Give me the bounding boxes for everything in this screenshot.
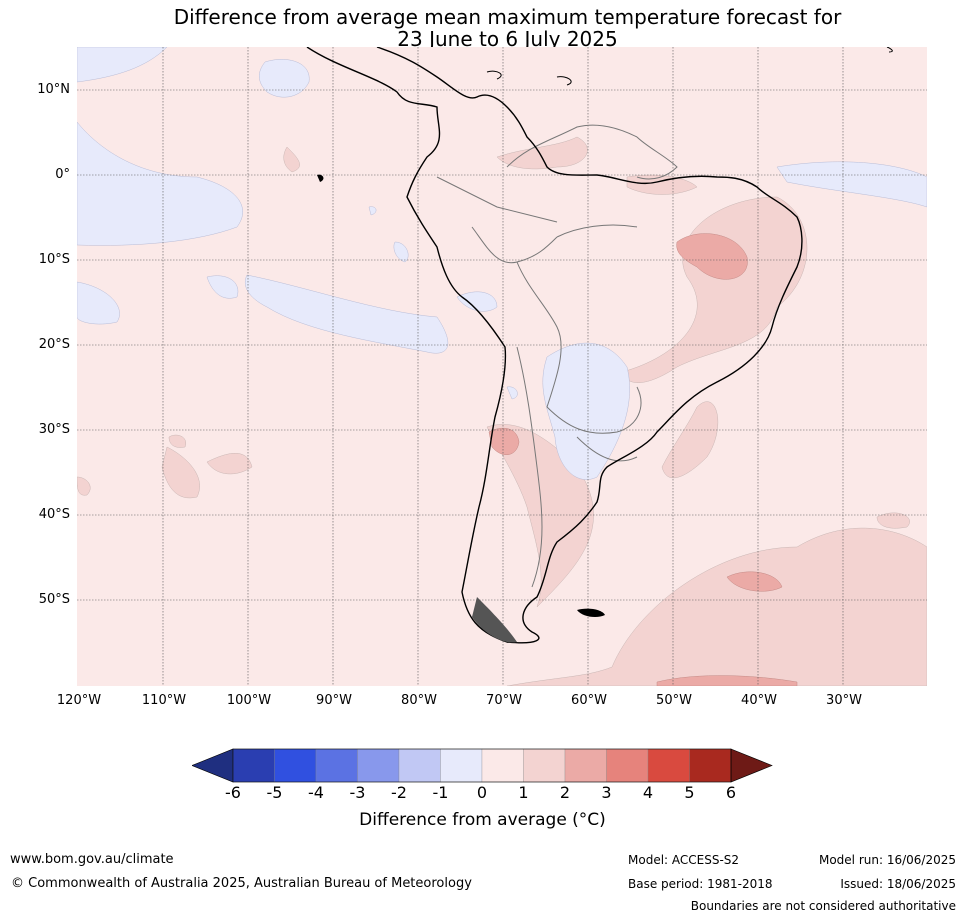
lat-label: 30°S	[38, 422, 70, 437]
colorbar-segment	[689, 748, 732, 783]
title-line-2: 23 June to 6 July 2025	[397, 27, 618, 51]
colorbar-segment	[315, 748, 358, 783]
lon-label: 70°W	[486, 693, 522, 708]
colorbar-segment	[481, 748, 524, 783]
country-borders	[436, 124, 678, 588]
model-run: Model run: 16/06/2025	[818, 853, 956, 867]
colorbar-extend-low	[192, 748, 234, 783]
colorbar-segment	[606, 748, 649, 783]
lon-label: 100°W	[226, 693, 272, 708]
colorbar-tick-label: -3	[349, 783, 366, 802]
title-line-1: Difference from average mean maximum tem…	[173, 5, 842, 29]
colorbar-segment	[232, 748, 275, 783]
colorbar-tick-label: -1	[432, 783, 449, 802]
colorbar-tick-label: -6	[225, 783, 241, 802]
issued-date: Issued: 18/06/2025	[840, 877, 956, 891]
colorbar-tick-label: 3	[601, 783, 612, 802]
map-graticule	[77, 47, 927, 686]
lon-label: 110°W	[141, 693, 187, 708]
colorbar-tick-label: 4	[642, 783, 654, 802]
website-url[interactable]: www.bom.gov.au/climate	[10, 852, 174, 867]
galapagos-islands	[317, 174, 324, 182]
colorbar-tick-label: -4	[308, 783, 324, 802]
colorbar-segment	[440, 748, 483, 783]
colorbar-extend-high	[730, 748, 773, 783]
lon-label: 80°W	[401, 693, 437, 708]
lat-label: 20°S	[38, 337, 70, 352]
colorbar	[192, 748, 773, 783]
colorbar-segment	[523, 748, 566, 783]
south-america-coastline	[306, 47, 803, 644]
colorbar-segment	[564, 748, 607, 783]
colorbar-segment	[398, 748, 441, 783]
colorbar-segment	[647, 748, 690, 783]
lon-label: 50°W	[656, 693, 692, 708]
colorbar-tick-label: 1	[518, 783, 529, 802]
lon-label: 90°W	[316, 693, 352, 708]
anomaly-2-to-3-regions	[488, 233, 798, 686]
colorbar-segment	[357, 748, 400, 783]
boundary-disclaimer: Boundaries are not considered authoritat…	[690, 899, 956, 913]
lat-label: 10°S	[38, 252, 70, 267]
copyright-text: © Commonwealth of Australia 2025, Austra…	[11, 876, 472, 891]
lon-label: 40°W	[741, 693, 777, 708]
lat-label: 10°N	[37, 82, 70, 97]
colorbar-tick-label: 0	[476, 783, 488, 802]
colorbar-tick-label: -5	[266, 783, 283, 802]
map-title: Difference from average mean maximum tem…	[0, 6, 965, 50]
lat-label: 0°	[55, 167, 70, 182]
colorbar-tick-label: 2	[559, 783, 571, 802]
colorbar-tick-label: 6	[725, 783, 737, 802]
lon-label: 120°W	[56, 693, 102, 708]
colorbar-segment	[274, 748, 317, 783]
temperature-anomaly-map	[77, 47, 927, 686]
lon-label: 60°W	[571, 693, 607, 708]
colorbar-label: Difference from average (°C)	[359, 810, 606, 830]
model-name: Model: ACCESS-S2	[628, 853, 740, 867]
falkland-islands	[577, 608, 605, 618]
colorbar-tick-label: 5	[684, 783, 695, 802]
colorbar-tick-label: -2	[391, 783, 407, 802]
lon-label: 30°W	[826, 693, 862, 708]
anomaly-1-to-2-regions	[77, 136, 927, 686]
anomaly-minus1-to-0-regions	[77, 47, 927, 480]
lat-label: 50°S	[38, 592, 70, 607]
lat-label: 40°S	[38, 507, 70, 522]
colorbar-outline	[232, 748, 732, 783]
tierra-del-fuego	[472, 597, 517, 643]
base-period: Base period: 1981-2018	[628, 877, 773, 891]
caribbean-islands	[486, 47, 893, 86]
